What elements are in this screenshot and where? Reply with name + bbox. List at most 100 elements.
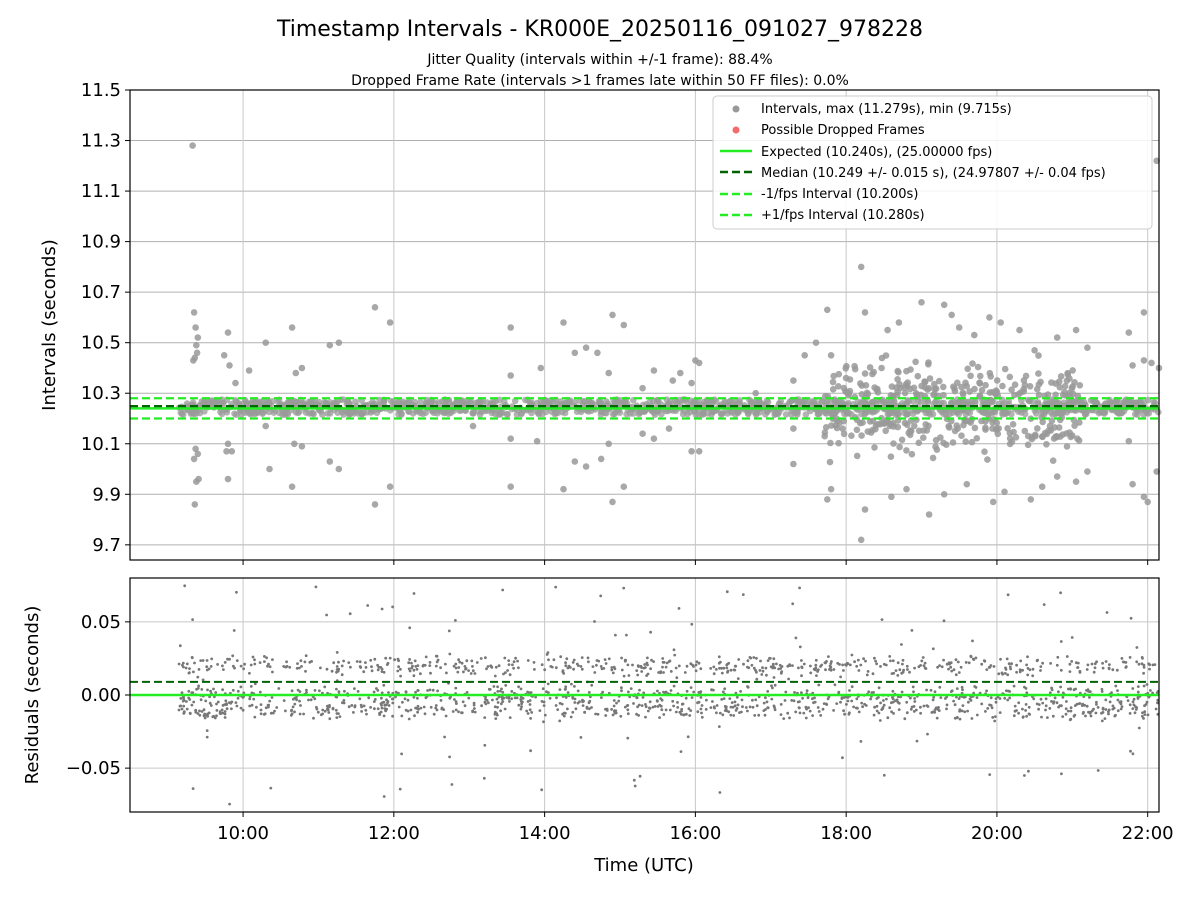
residual-point [820, 663, 824, 667]
residual-point [709, 667, 713, 670]
residual-point [400, 752, 403, 756]
residual-point [496, 701, 500, 704]
x-tick-label: 16:00 [669, 823, 721, 844]
residual-point [226, 657, 229, 661]
residual-point [712, 672, 716, 676]
interval-outlier-point [226, 362, 233, 369]
residual-point [517, 666, 520, 670]
residual-point [891, 659, 895, 663]
residuals-x-ticks: 10:00 12:00 14:00 16:00 18:00 20:00 22:00 [217, 812, 1174, 844]
residual-point [428, 661, 432, 664]
residual-point [695, 660, 699, 664]
residual-point [651, 705, 655, 709]
residual-point [991, 716, 995, 719]
residual-point [457, 658, 460, 662]
residual-point [461, 700, 465, 704]
residual-point [588, 707, 591, 711]
residual-point [416, 696, 419, 700]
residual-point [766, 690, 770, 693]
residual-point [784, 690, 788, 694]
residual-point [350, 704, 354, 707]
interval-outlier-point [1031, 347, 1038, 354]
residual-point [335, 716, 339, 719]
residual-point [180, 707, 184, 711]
residual-point [416, 664, 420, 667]
residual-point [275, 706, 279, 709]
residual-point [1012, 684, 1016, 688]
interval-outlier-point [1148, 359, 1155, 367]
residual-point [1044, 708, 1047, 712]
residual-point [1114, 684, 1118, 688]
interval-point [331, 399, 338, 407]
interval-point [276, 409, 283, 417]
residual-point [922, 704, 926, 708]
residual-point [620, 689, 623, 693]
residual-point [313, 697, 317, 701]
residual-point [878, 719, 882, 722]
residual-point [314, 585, 318, 589]
residual-point [700, 715, 704, 719]
interval-point [1063, 409, 1071, 416]
residual-point [228, 802, 232, 806]
residual-point [483, 743, 487, 747]
residual-point [572, 667, 575, 671]
residual-point [926, 732, 929, 736]
residual-point [906, 668, 909, 671]
interval-point [872, 425, 879, 433]
residual-point [721, 690, 725, 694]
residual-point [203, 712, 207, 716]
residual-point [251, 655, 255, 659]
residual-point [376, 668, 380, 672]
residual-point [821, 707, 825, 711]
residual-point [736, 703, 740, 707]
interval-point [842, 374, 850, 382]
interval-point [646, 398, 654, 406]
legend-marker-dropped [732, 126, 740, 134]
residual-point [1028, 668, 1032, 672]
residuals-panel: −0.050.000.05 10:00 12:00 14:00 16:00 18:00 2… [22, 577, 1174, 876]
residual-point [1059, 640, 1063, 643]
residual-point [179, 704, 183, 708]
residual-point [857, 669, 861, 672]
residual-point [467, 696, 471, 700]
residual-point [718, 711, 722, 715]
interval-point [977, 372, 984, 380]
residual-point [694, 669, 698, 673]
residual-point [444, 662, 447, 666]
interval-outlier-point [790, 377, 797, 384]
residual-point [367, 696, 371, 700]
residual-point [391, 714, 394, 718]
x-tick-label: 22:00 [1122, 823, 1174, 844]
residual-point [419, 672, 422, 676]
residual-point [1090, 662, 1094, 666]
interval-outlier-point [986, 314, 993, 321]
residual-point [779, 703, 783, 706]
interval-point [756, 409, 764, 416]
residual-point [959, 665, 963, 669]
residual-point [188, 671, 191, 674]
residual-point [905, 711, 909, 715]
residual-point [669, 670, 673, 673]
residual-point [526, 700, 530, 703]
residual-point [676, 706, 680, 709]
residual-point [892, 671, 896, 675]
residual-point [748, 656, 752, 659]
residual-point [183, 584, 187, 588]
residual-point [1065, 700, 1068, 703]
interval-point [283, 409, 291, 417]
residual-point [910, 629, 914, 632]
residual-point [620, 656, 623, 660]
interval-point [845, 392, 852, 399]
residuals-ytick-label: 0.05 [81, 612, 121, 633]
residual-point [452, 664, 456, 668]
interval-point [469, 410, 476, 417]
residual-point [337, 690, 341, 694]
interval-point [736, 397, 743, 404]
residual-point [391, 701, 395, 705]
x-tick-label: 12:00 [368, 823, 420, 844]
residual-point [953, 703, 957, 707]
residual-point [1057, 690, 1060, 694]
residual-point [682, 713, 685, 717]
residual-point [179, 697, 183, 700]
residual-point [230, 707, 233, 711]
